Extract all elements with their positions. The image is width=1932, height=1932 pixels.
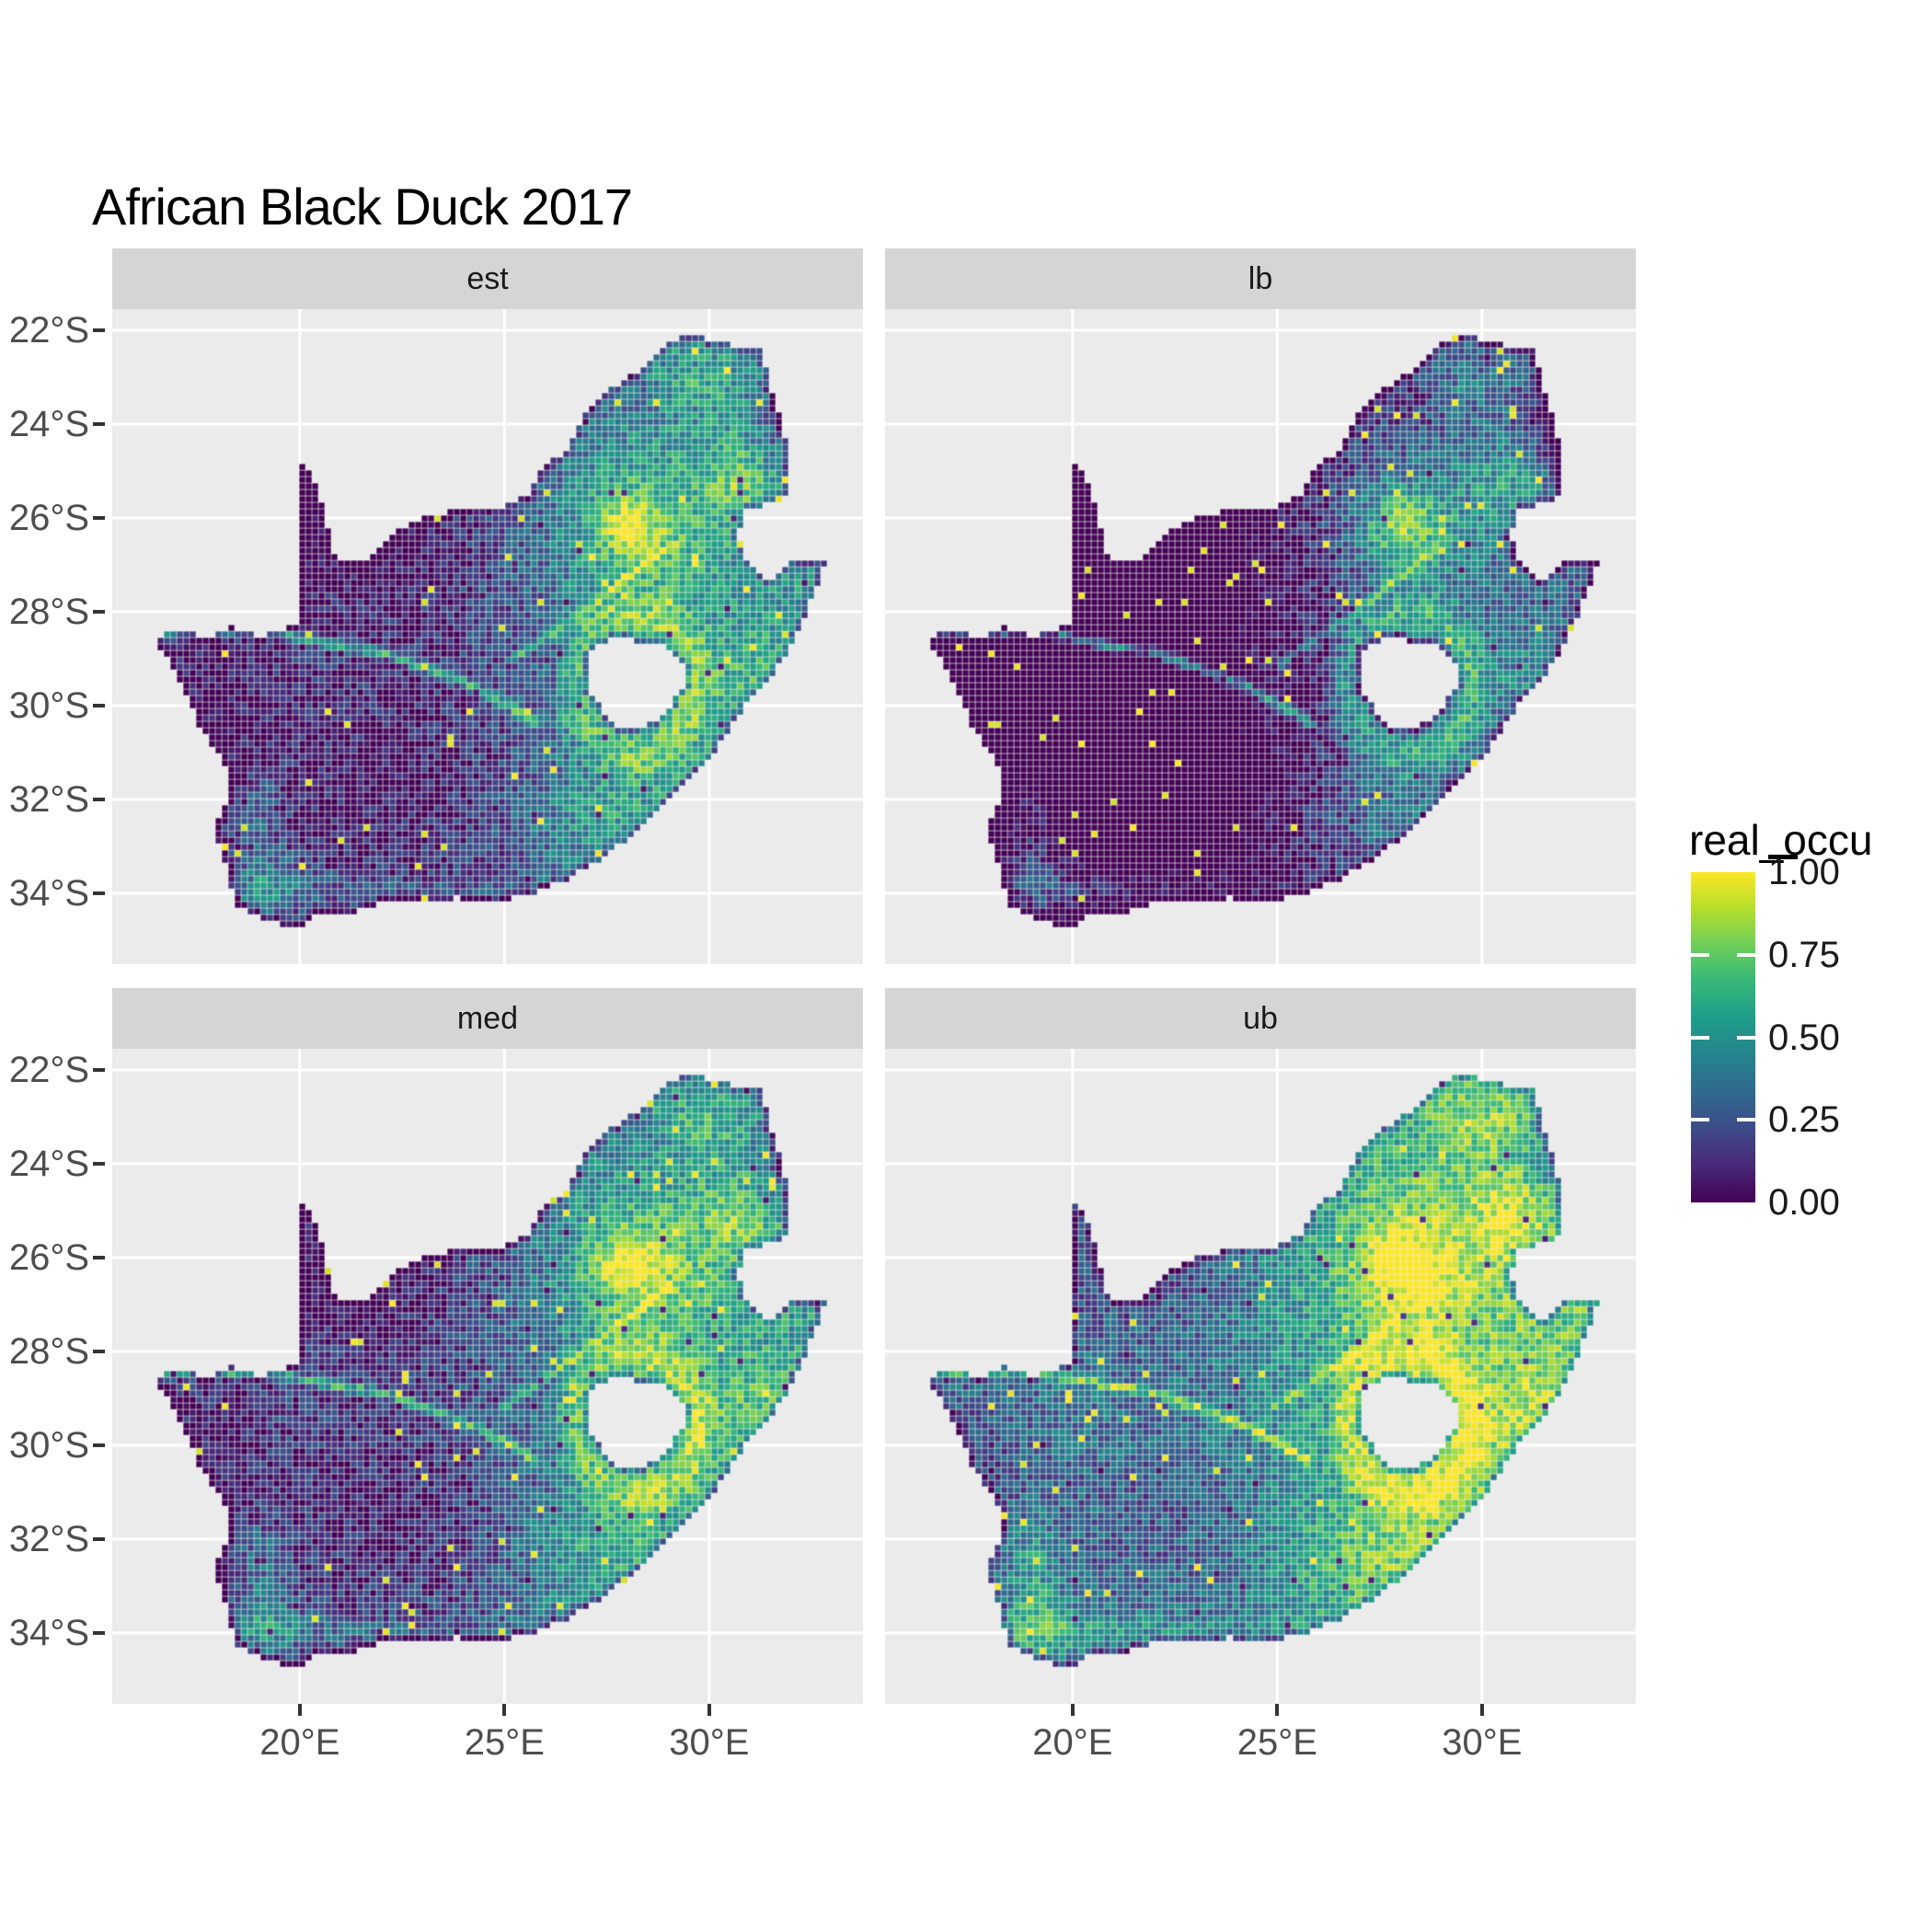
legend-label: 0.00: [1768, 1182, 1840, 1223]
x-axis-tick: [502, 1704, 507, 1716]
legend-top-tick: [1768, 855, 1798, 859]
legend-colorbar-tick: [1737, 952, 1755, 957]
y-axis-label-row1: 34°S: [8, 872, 89, 914]
map-panel-lb: [885, 309, 1636, 964]
y-axis-tick: [93, 703, 105, 707]
legend-label: 0.25: [1768, 1099, 1840, 1141]
legend-colorbar-tick: [1691, 1118, 1709, 1122]
y-axis-tick: [93, 891, 105, 895]
facet-strip-lb: lb: [885, 248, 1636, 309]
y-axis-tick: [93, 1443, 105, 1447]
facet-strip-med: med: [112, 988, 863, 1049]
y-axis-label-row1: 26°S: [8, 497, 89, 538]
y-axis-label-row1: 22°S: [8, 309, 89, 351]
x-axis-label-col1: 20°E: [259, 1722, 340, 1763]
y-axis-tick: [93, 1349, 105, 1353]
facet-strip-label: lb: [1248, 261, 1273, 296]
legend-colorbar-tick: [1737, 1118, 1755, 1122]
x-axis-tick: [707, 1704, 711, 1716]
x-axis-label-col1: 30°E: [669, 1722, 750, 1763]
facet-strip-est: est: [112, 248, 863, 309]
x-axis-label-col2: 25°E: [1236, 1722, 1317, 1763]
y-axis-label-row2: 24°S: [8, 1143, 89, 1184]
x-axis-label-col2: 20°E: [1032, 1722, 1113, 1763]
legend-colorbar-tick: [1737, 1035, 1755, 1040]
y-axis-tick: [93, 1255, 105, 1259]
y-axis-label-row1: 32°S: [8, 778, 89, 820]
facet-strip-label: est: [466, 261, 509, 296]
legend-label: 0.75: [1768, 934, 1840, 975]
x-axis-tick: [1479, 1704, 1484, 1716]
legend-colorbar-tick: [1691, 952, 1709, 957]
y-axis-label-row2: 26°S: [8, 1236, 89, 1278]
x-axis-label-col2: 30°E: [1442, 1722, 1523, 1763]
y-axis-tick: [93, 421, 105, 426]
y-axis-tick: [93, 1630, 105, 1635]
map-panel-ub: [885, 1049, 1636, 1704]
legend-label: 0.50: [1768, 1017, 1840, 1058]
x-axis-tick: [1275, 1704, 1280, 1716]
map-panel-med: [112, 1049, 863, 1704]
facet-strip-label: ub: [1243, 1001, 1278, 1036]
y-axis-tick: [93, 515, 105, 520]
y-axis-label-row2: 34°S: [8, 1612, 89, 1653]
y-axis-label-row2: 32°S: [8, 1518, 89, 1559]
y-axis-label-row1: 30°S: [8, 684, 89, 726]
legend-label: 1.00: [1768, 852, 1840, 892]
facet-strip-ub: ub: [885, 988, 1636, 1049]
y-axis-label-row1: 28°S: [8, 591, 89, 632]
y-axis-tick: [93, 328, 105, 332]
y-axis-tick: [93, 1536, 105, 1541]
legend-colorbar-tick: [1691, 1035, 1709, 1040]
y-axis-tick: [93, 1067, 105, 1072]
y-axis-label-row2: 22°S: [8, 1049, 89, 1090]
y-axis-label-row2: 30°S: [8, 1424, 89, 1466]
facet-strip-label: med: [456, 1001, 519, 1036]
x-axis-tick: [297, 1704, 302, 1716]
y-axis-tick: [93, 797, 105, 801]
y-axis-label-row1: 24°S: [8, 403, 89, 444]
map-panel-est: [112, 309, 863, 964]
y-axis-tick: [93, 609, 105, 614]
y-axis-tick: [93, 1161, 105, 1166]
x-axis-label-col1: 25°E: [464, 1722, 545, 1763]
plot-title: African Black Duck 2017: [92, 178, 633, 236]
y-axis-label-row2: 28°S: [8, 1330, 89, 1372]
x-axis-tick: [1070, 1704, 1075, 1716]
